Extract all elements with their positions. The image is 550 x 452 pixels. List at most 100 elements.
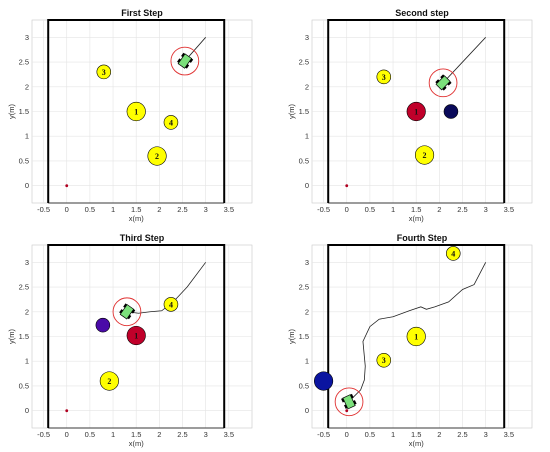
x-tick-label: 2 — [157, 430, 161, 439]
robot-body — [177, 52, 194, 69]
obstacle-label: 4 — [169, 118, 173, 127]
x-tick-label: 0.5 — [365, 430, 375, 439]
x-axis-label: x(m) — [409, 439, 424, 448]
robot-wheel — [435, 79, 440, 84]
x-tick-label: 3 — [204, 205, 208, 214]
obstacle-label: 1 — [414, 108, 418, 117]
workspace-boundary — [327, 19, 506, 203]
obstacle-unlabeled-2 — [95, 317, 111, 333]
x-tick-label: 0.5 — [85, 205, 95, 214]
x-tick-label: 1 — [111, 430, 115, 439]
robot-wheel — [177, 58, 181, 63]
x-tick-label: 0 — [345, 430, 349, 439]
x-tick-label: 2.5 — [457, 430, 467, 439]
y-axis-label: y(m) — [7, 104, 16, 119]
obstacle-label: 3 — [382, 73, 386, 82]
y-tick-label: 0 — [25, 406, 29, 415]
y-tick-label: 2 — [305, 82, 309, 91]
y-axis-label: y(m) — [7, 329, 16, 344]
y-tick-label: 2.5 — [19, 283, 29, 292]
obstacle-4 — [446, 246, 461, 261]
y-tick-label: 3 — [25, 258, 29, 267]
robot-wheel — [350, 393, 354, 399]
y-tick-label: 1 — [25, 132, 29, 141]
obstacle-label: 2 — [107, 377, 111, 386]
x-tick-label: 1 — [111, 205, 115, 214]
obstacle-1 — [406, 101, 426, 122]
y-tick-label: 0 — [305, 181, 309, 190]
x-tick-label: 3 — [484, 430, 488, 439]
start-point — [345, 184, 349, 188]
x-tick-label: 2.5 — [177, 205, 187, 214]
x-tick-label: 0 — [345, 205, 349, 214]
obstacle-4 — [163, 115, 179, 130]
x-tick-label: 0 — [65, 205, 69, 214]
y-tick-label: 3 — [305, 258, 309, 267]
x-axis-label: x(m) — [129, 439, 144, 448]
y-tick-label: 0 — [25, 181, 29, 190]
robot-safety-circle — [334, 387, 364, 417]
y-axis-label: y(m) — [287, 104, 296, 119]
workspace-boundary — [47, 19, 226, 203]
robot-wheel — [440, 74, 445, 79]
chart-panel-4: -0.5 0 0.5 1 1.5 2 2.5 3 3.5 0 0.5 1 1.5 2 2.5 3 x(m) y(m… — [287, 233, 533, 448]
x-tick-label: 1.5 — [131, 205, 141, 214]
x-tick-label: 1.5 — [131, 430, 141, 439]
obstacle-label: 1 — [414, 333, 418, 342]
robot-wheel — [119, 309, 124, 314]
robot-chassis — [177, 53, 193, 69]
panel-title: Second step — [395, 8, 449, 18]
robot-path — [442, 37, 486, 84]
workspace-boundary — [327, 244, 506, 428]
obstacle-label: 1 — [134, 108, 138, 117]
y-tick-label: 1.5 — [299, 107, 309, 116]
x-tick-label: 2 — [157, 205, 161, 214]
obstacle-unlabeled-3 — [443, 104, 459, 119]
x-tick-label: -0.5 — [317, 430, 330, 439]
robot-wheel — [341, 398, 345, 403]
robot-path — [348, 262, 487, 403]
x-tick-label: -0.5 — [317, 205, 330, 214]
obstacle-label: 3 — [382, 356, 386, 365]
obstacle-label: 3 — [102, 68, 106, 77]
x-tick-label: 3.5 — [224, 205, 234, 214]
robot-wheel — [353, 400, 357, 405]
obstacle-label: 2 — [423, 151, 427, 160]
robot-safety-circle — [170, 46, 200, 76]
x-tick-label: -0.5 — [37, 430, 50, 439]
x-tick-label: 0 — [65, 430, 69, 439]
y-tick-label: 2.5 — [299, 58, 309, 67]
y-tick-label: 2 — [25, 82, 29, 91]
x-axis-label: x(m) — [129, 214, 144, 223]
y-tick-label: 1.5 — [19, 332, 29, 341]
robot-safety-circle — [428, 68, 458, 98]
x-tick-label: 0.5 — [85, 430, 95, 439]
y-tick-label: 3 — [305, 33, 309, 42]
panel-title: Fourth Step — [397, 233, 448, 243]
y-tick-label: 2.5 — [19, 58, 29, 67]
x-tick-label: 1.5 — [411, 430, 421, 439]
y-tick-label: 2 — [25, 307, 29, 316]
x-tick-label: 2 — [437, 205, 441, 214]
y-axis-label: y(m) — [287, 329, 296, 344]
y-tick-label: 0 — [305, 406, 309, 415]
y-tick-label: 1 — [25, 357, 29, 366]
x-tick-label: 0.5 — [365, 205, 375, 214]
obstacle-3 — [376, 69, 392, 85]
x-tick-label: 3 — [484, 205, 488, 214]
y-tick-label: 1 — [305, 357, 309, 366]
robot-chassis — [342, 394, 356, 410]
obstacle-label: 2 — [155, 152, 159, 161]
start-point — [345, 409, 349, 413]
obstacle-2 — [99, 371, 119, 391]
robot-safety-circle — [112, 297, 142, 327]
x-tick-label: 3.5 — [504, 205, 514, 214]
x-tick-label: 3.5 — [504, 430, 514, 439]
robot-wheel — [131, 309, 136, 314]
obstacle-4 — [163, 297, 179, 312]
robot-wheel — [181, 52, 186, 58]
obstacle-label: 4 — [451, 249, 455, 258]
start-point — [65, 409, 69, 413]
y-tick-label: 1 — [305, 132, 309, 141]
y-tick-label: 2 — [305, 307, 309, 316]
